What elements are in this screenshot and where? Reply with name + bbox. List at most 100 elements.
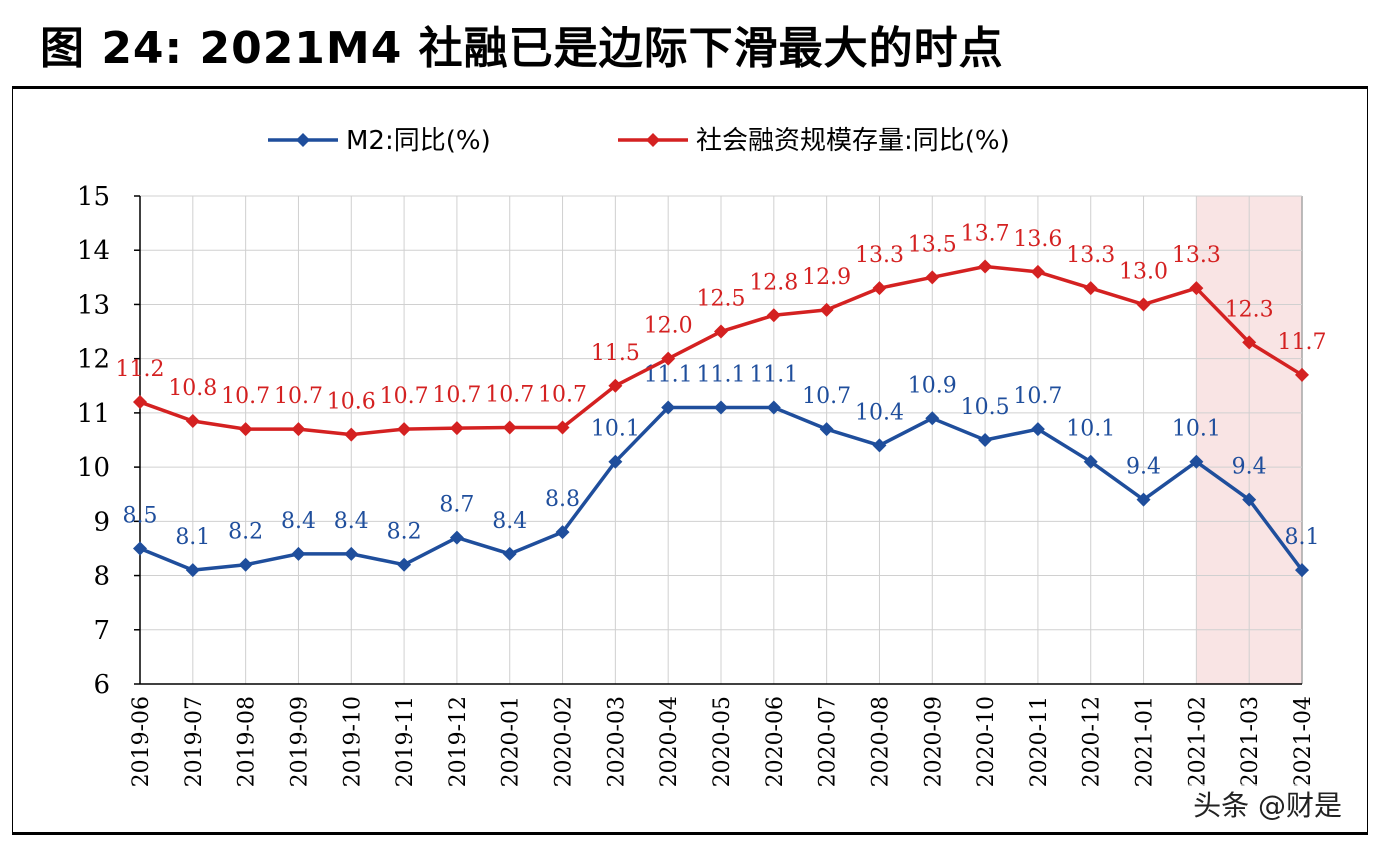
tsf-data-label: 11.2 bbox=[116, 357, 165, 382]
m2-data-label: 10.9 bbox=[908, 373, 957, 398]
x-tick-label: 2020-08 bbox=[868, 696, 893, 787]
y-tick-label: 9 bbox=[93, 507, 110, 537]
m2-data-label: 8.2 bbox=[387, 520, 422, 545]
m2-data-label: 8.2 bbox=[228, 520, 263, 545]
m2-data-label: 10.7 bbox=[802, 384, 851, 409]
frame-top-rule bbox=[12, 86, 1368, 89]
x-tick-label: 2021-04 bbox=[1291, 696, 1316, 787]
frame-bottom-rule bbox=[12, 832, 1368, 835]
tsf-data-label: 12.9 bbox=[802, 265, 851, 290]
m2-data-label: 9.4 bbox=[1232, 455, 1267, 480]
m2-point bbox=[133, 541, 147, 556]
tsf-data-label: 13.6 bbox=[1013, 227, 1062, 252]
tsf-data-label: 13.3 bbox=[1066, 243, 1115, 268]
x-tick-label: 2020-01 bbox=[499, 696, 524, 787]
m2-point bbox=[502, 546, 517, 561]
tsf-point bbox=[819, 302, 834, 317]
frame-right-rule bbox=[1367, 86, 1368, 835]
x-tick-label: 2020-10 bbox=[974, 696, 999, 787]
m2-point bbox=[714, 400, 728, 415]
y-tick-label: 10 bbox=[77, 453, 110, 483]
y-tick-label: 14 bbox=[77, 236, 110, 266]
tsf-point bbox=[608, 378, 623, 393]
x-tick-label: 2019-12 bbox=[446, 696, 471, 787]
legend-m2-label: M2:同比(%) bbox=[346, 126, 491, 156]
tsf-point bbox=[661, 351, 676, 366]
tsf-point bbox=[502, 420, 517, 435]
m2-data-label: 8.8 bbox=[545, 487, 580, 512]
tsf-point bbox=[872, 281, 887, 296]
x-tick-label: 2021-02 bbox=[1185, 696, 1210, 787]
m2-data-label: 8.4 bbox=[334, 509, 369, 534]
tsf-point bbox=[1189, 281, 1204, 296]
tsf-data-label: 11.5 bbox=[591, 341, 640, 366]
x-tick-label: 2019-11 bbox=[393, 696, 418, 787]
x-tick-label: 2019-09 bbox=[287, 696, 312, 787]
m2-data-label: 8.7 bbox=[439, 493, 474, 518]
m2-point bbox=[238, 557, 253, 572]
x-tick-label: 2020-03 bbox=[604, 696, 629, 787]
x-tick-label: 2021-03 bbox=[1238, 696, 1263, 787]
y-tick-label: 7 bbox=[93, 616, 110, 646]
tsf-data-label: 10.8 bbox=[168, 376, 217, 401]
m2-point bbox=[608, 454, 623, 469]
y-tick-label: 8 bbox=[93, 562, 110, 592]
y-tick-label: 15 bbox=[77, 182, 110, 212]
tsf-point bbox=[1295, 367, 1309, 382]
x-tick-label: 2020-06 bbox=[763, 696, 788, 787]
m2-point bbox=[291, 546, 306, 561]
m2-data-label: 11.1 bbox=[749, 362, 798, 387]
tsf-point bbox=[344, 427, 359, 442]
tsf-point bbox=[555, 420, 570, 435]
x-tick-label: 2020-11 bbox=[1027, 696, 1052, 787]
m2-data-label: 10.7 bbox=[1013, 384, 1062, 409]
m2-point bbox=[1295, 563, 1309, 578]
tsf-data-label: 10.7 bbox=[274, 384, 323, 409]
tsf-point bbox=[133, 395, 147, 410]
figure-title: 图 24: 2021M4 社融已是边际下滑最大的时点 bbox=[40, 23, 1004, 74]
frame-left-rule bbox=[12, 86, 13, 835]
tsf-data-label: 10.7 bbox=[221, 384, 270, 409]
y-tick-label: 6 bbox=[93, 670, 110, 700]
m2-point bbox=[978, 433, 993, 447]
m2-point bbox=[344, 546, 359, 561]
m2-point bbox=[1136, 492, 1151, 507]
tsf-point bbox=[1030, 264, 1045, 279]
m2-data-label: 9.4 bbox=[1126, 455, 1161, 480]
tsf-point bbox=[714, 324, 728, 339]
y-tick-label: 11 bbox=[77, 399, 110, 429]
tsf-data-label: 10.7 bbox=[380, 384, 429, 409]
tsf-point bbox=[978, 259, 993, 274]
watermark: 头条 @财是 bbox=[1189, 784, 1346, 824]
tsf-data-label: 12.0 bbox=[644, 314, 693, 339]
x-tick-label: 2020-09 bbox=[921, 696, 946, 787]
m2-data-label: 10.1 bbox=[1066, 417, 1115, 442]
tsf-data-label: 12.8 bbox=[749, 270, 798, 295]
tsf-data-label: 13.0 bbox=[1119, 259, 1168, 284]
m2-point bbox=[1189, 454, 1204, 469]
m2-data-label: 10.5 bbox=[961, 395, 1010, 420]
tsf-point bbox=[238, 422, 253, 437]
tsf-point bbox=[397, 422, 412, 437]
y-tick-label: 13 bbox=[77, 290, 110, 320]
tsf-data-label: 13.3 bbox=[855, 243, 904, 268]
m2-point bbox=[185, 563, 200, 578]
m2-point bbox=[819, 422, 834, 437]
tsf-point bbox=[925, 270, 940, 285]
m2-point bbox=[1030, 422, 1045, 437]
tsf-point bbox=[185, 414, 200, 429]
tsf-data-label: 12.3 bbox=[1225, 297, 1274, 322]
tsf-data-label: 10.7 bbox=[485, 383, 534, 408]
m2-point bbox=[661, 400, 676, 415]
tsf-data-label: 13.7 bbox=[961, 221, 1010, 246]
tsf-point bbox=[291, 422, 306, 437]
x-tick-label: 2019-06 bbox=[129, 696, 154, 787]
tsf-data-label: 13.5 bbox=[908, 232, 957, 257]
m2-data-label: 10.1 bbox=[591, 417, 640, 442]
m2-point bbox=[766, 400, 781, 415]
tsf-data-label: 10.7 bbox=[538, 383, 587, 408]
tsf-point bbox=[766, 308, 781, 323]
tsf-data-label: 12.5 bbox=[697, 287, 746, 312]
x-tick-label: 2020-07 bbox=[816, 696, 841, 787]
x-tick-label: 2020-05 bbox=[710, 696, 735, 787]
